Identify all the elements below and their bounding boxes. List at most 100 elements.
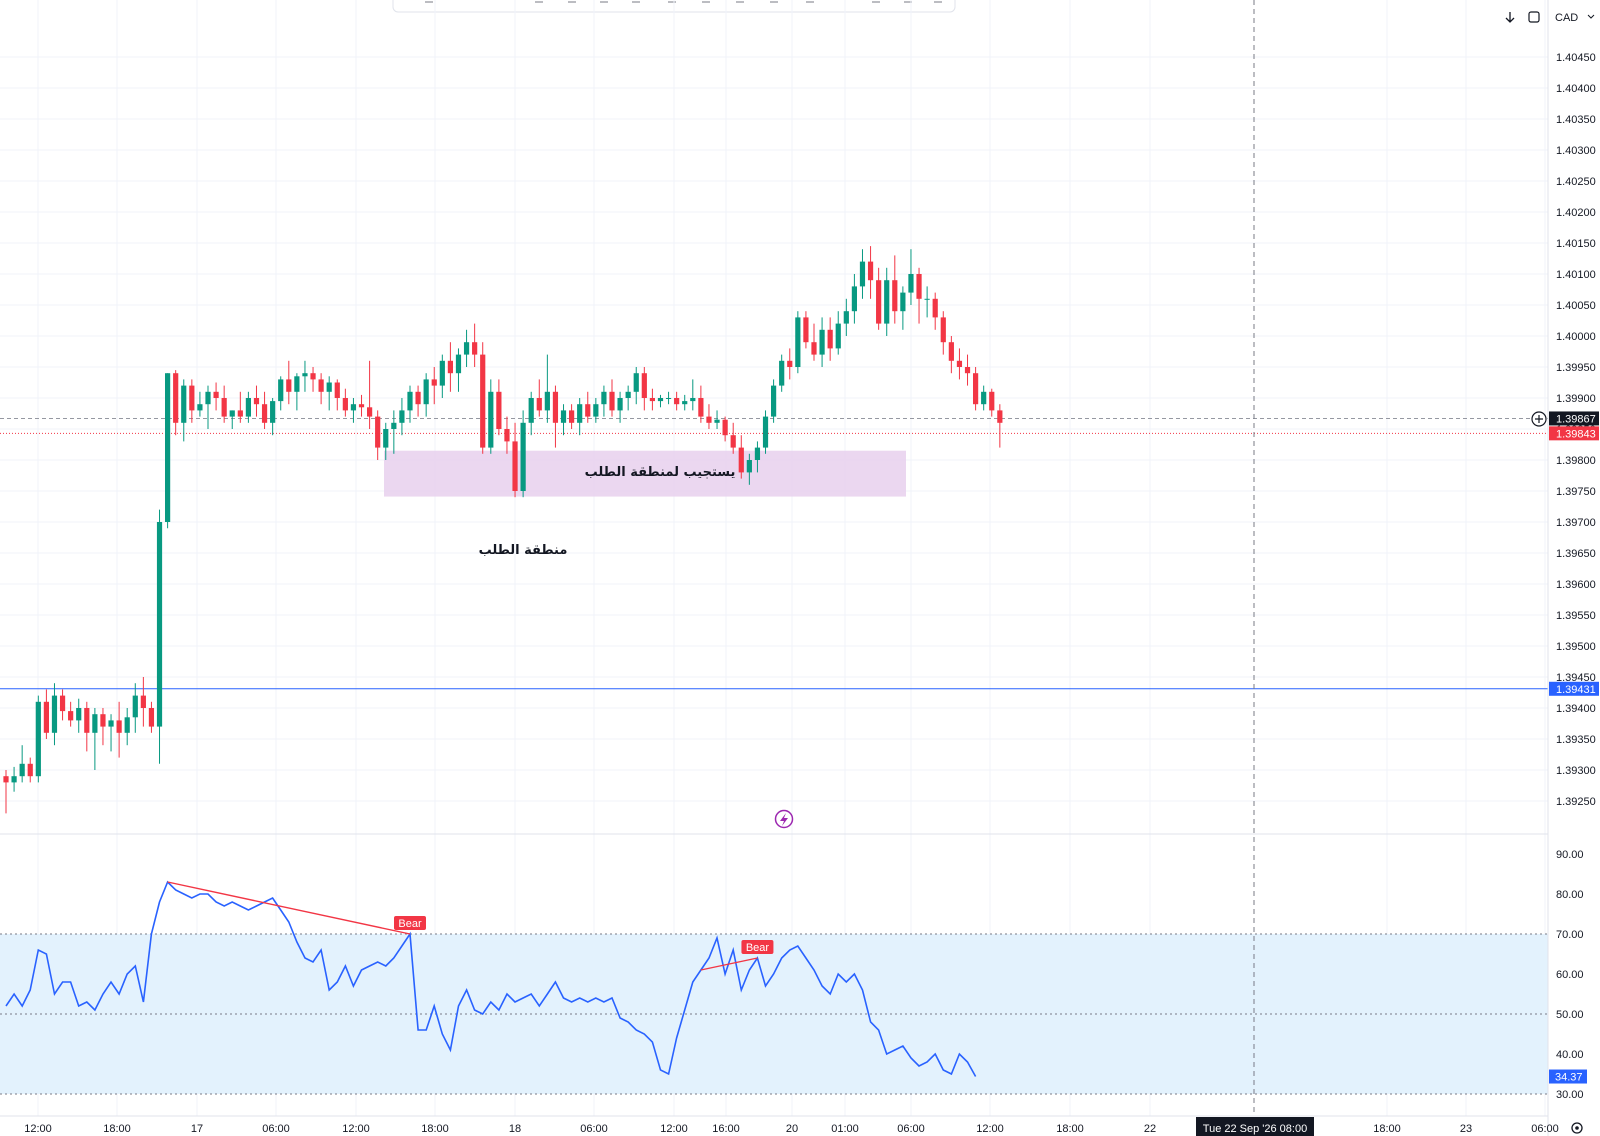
- candle[interactable]: [738, 435, 744, 479]
- candle[interactable]: [261, 391, 268, 429]
- candle-body[interactable]: [617, 398, 623, 411]
- candle[interactable]: [132, 683, 138, 733]
- candle[interactable]: [722, 416, 728, 442]
- candle[interactable]: [803, 311, 809, 349]
- candle[interactable]: [633, 367, 639, 405]
- candle-body[interactable]: [811, 342, 817, 355]
- candle[interactable]: [746, 453, 752, 485]
- candle-body[interactable]: [649, 398, 655, 402]
- candle[interactable]: [302, 360, 308, 392]
- candle[interactable]: [956, 348, 963, 380]
- candle-body[interactable]: [771, 385, 777, 417]
- candle-body[interactable]: [989, 391, 995, 411]
- candle-body[interactable]: [132, 695, 138, 718]
- rsi-pane[interactable]: Bear Bear: [0, 880, 1548, 1095]
- candle-body[interactable]: [76, 708, 82, 721]
- candle[interactable]: [358, 394, 365, 417]
- candle[interactable]: [698, 385, 704, 423]
- candle-body[interactable]: [391, 422, 397, 429]
- candle-body[interactable]: [59, 695, 66, 712]
- candle-body[interactable]: [261, 404, 268, 423]
- candle[interactable]: [124, 708, 130, 746]
- candle[interactable]: [657, 394, 664, 408]
- candle-body[interactable]: [310, 373, 316, 380]
- candle[interactable]: [811, 323, 817, 361]
- candle-body[interactable]: [892, 280, 898, 312]
- candle-body[interactable]: [197, 404, 203, 411]
- candle[interactable]: [924, 286, 930, 318]
- candle-body[interactable]: [205, 391, 211, 405]
- candle-body[interactable]: [455, 354, 462, 374]
- candle-body[interactable]: [108, 720, 114, 727]
- candle[interactable]: [552, 385, 559, 448]
- price-axis[interactable]: 1.40450 1.40400 1.40350 1.40300 1.40250 1.402…: [1556, 52, 1596, 808]
- candle-body[interactable]: [294, 376, 300, 392]
- candle[interactable]: [641, 367, 647, 411]
- candle[interactable]: [876, 267, 882, 330]
- candle-body[interactable]: [189, 385, 195, 411]
- candle-body[interactable]: [350, 404, 357, 411]
- candle-body[interactable]: [956, 360, 963, 367]
- candle[interactable]: [472, 323, 478, 367]
- candle-body[interactable]: [165, 373, 171, 522]
- candle[interactable]: [92, 708, 98, 770]
- candle[interactable]: [245, 391, 251, 423]
- candle[interactable]: [213, 382, 219, 411]
- candle-body[interactable]: [173, 373, 179, 423]
- candle[interactable]: [84, 701, 90, 752]
- candle-body[interactable]: [124, 717, 130, 733]
- candle[interactable]: [989, 388, 995, 417]
- candle[interactable]: [19, 745, 25, 783]
- candle-body[interactable]: [512, 441, 518, 491]
- candle-body[interactable]: [496, 391, 502, 429]
- candle[interactable]: [900, 286, 906, 330]
- candle-body[interactable]: [779, 360, 785, 386]
- chevron-down-icon[interactable]: [1587, 14, 1595, 19]
- candle[interactable]: [512, 422, 518, 498]
- candle-body[interactable]: [827, 329, 833, 349]
- candle-body[interactable]: [375, 416, 381, 448]
- candle[interactable]: [520, 410, 526, 498]
- candle[interactable]: [964, 354, 971, 386]
- time-axis[interactable]: 12:00 18:00 17 06:00 12:00 18:00 18 06:00 12:00 1…: [24, 1123, 1559, 1135]
- candle-body[interactable]: [641, 373, 647, 398]
- candle-body[interactable]: [762, 416, 769, 448]
- candle-body[interactable]: [690, 398, 696, 402]
- candle-body[interactable]: [383, 429, 389, 448]
- candle[interactable]: [286, 360, 292, 405]
- candle[interactable]: [278, 376, 284, 411]
- candle-body[interactable]: [358, 404, 365, 408]
- candle[interactable]: [795, 311, 801, 374]
- candle-body[interactable]: [27, 763, 33, 777]
- candle[interactable]: [11, 766, 17, 792]
- candle-body[interactable]: [843, 311, 849, 324]
- candle[interactable]: [787, 348, 793, 380]
- candle[interactable]: [43, 689, 49, 739]
- candle-body[interactable]: [625, 391, 631, 398]
- candle-body[interactable]: [714, 419, 720, 423]
- candle[interactable]: [706, 404, 712, 429]
- candle[interactable]: [383, 422, 389, 460]
- candle-body[interactable]: [407, 391, 413, 411]
- candle-body[interactable]: [803, 317, 809, 343]
- candle[interactable]: [367, 360, 373, 429]
- add-icon[interactable]: [1531, 411, 1547, 427]
- candle-body[interactable]: [859, 261, 866, 287]
- candle[interactable]: [585, 391, 591, 423]
- candle[interactable]: [76, 698, 82, 733]
- refresh-icon[interactable]: [1528, 11, 1540, 23]
- candle-body[interactable]: [278, 379, 284, 402]
- candle-body[interactable]: [552, 391, 559, 423]
- candle-body[interactable]: [415, 391, 421, 405]
- candle[interactable]: [690, 379, 696, 411]
- candle[interactable]: [892, 255, 898, 324]
- candle[interactable]: [981, 385, 987, 411]
- candle[interactable]: [730, 422, 736, 454]
- candle-body[interactable]: [480, 354, 486, 448]
- candle-body[interactable]: [754, 447, 761, 460]
- candle-body[interactable]: [536, 398, 542, 411]
- candle[interactable]: [270, 398, 276, 436]
- candle[interactable]: [447, 342, 453, 392]
- candle[interactable]: [973, 367, 979, 411]
